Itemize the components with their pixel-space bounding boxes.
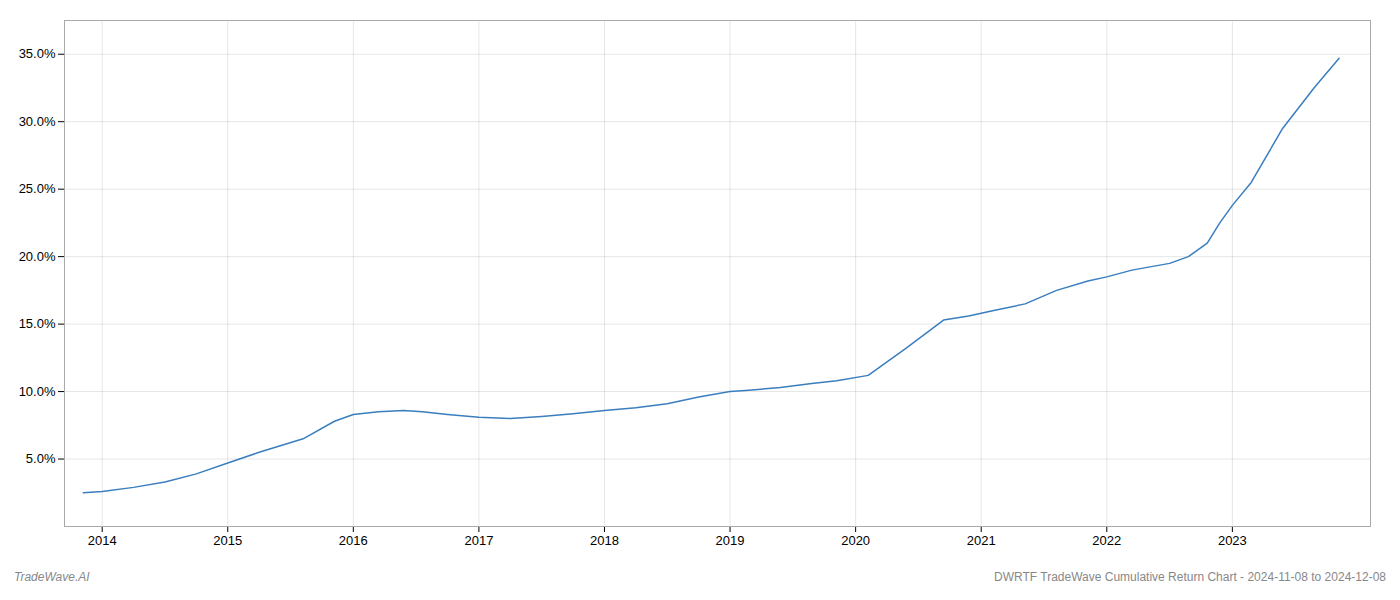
- svg-text:2018: 2018: [590, 533, 619, 548]
- svg-text:35.0%: 35.0%: [19, 46, 56, 61]
- svg-text:2023: 2023: [1218, 533, 1247, 548]
- svg-text:2017: 2017: [464, 533, 493, 548]
- svg-text:10.0%: 10.0%: [19, 384, 56, 399]
- svg-text:2015: 2015: [213, 533, 242, 548]
- svg-text:30.0%: 30.0%: [19, 114, 56, 129]
- svg-text:5.0%: 5.0%: [26, 451, 56, 466]
- html-text:DWRTF TradeWave Cumulative Ret: DWRTF TradeWave Cumulative Return Chart …: [994, 570, 1386, 584]
- svg-text:20.0%: 20.0%: [19, 249, 56, 264]
- svg-text:2021: 2021: [967, 533, 996, 548]
- html-text:TradeWave.AI: TradeWave.AI: [14, 570, 90, 584]
- svg-text:2016: 2016: [339, 533, 368, 548]
- svg-text:2014: 2014: [88, 533, 117, 548]
- svg-text:2020: 2020: [841, 533, 870, 548]
- svg-text:2022: 2022: [1092, 533, 1121, 548]
- svg-text:15.0%: 15.0%: [19, 316, 56, 331]
- svg-text:25.0%: 25.0%: [19, 181, 56, 196]
- svg-text:2019: 2019: [716, 533, 745, 548]
